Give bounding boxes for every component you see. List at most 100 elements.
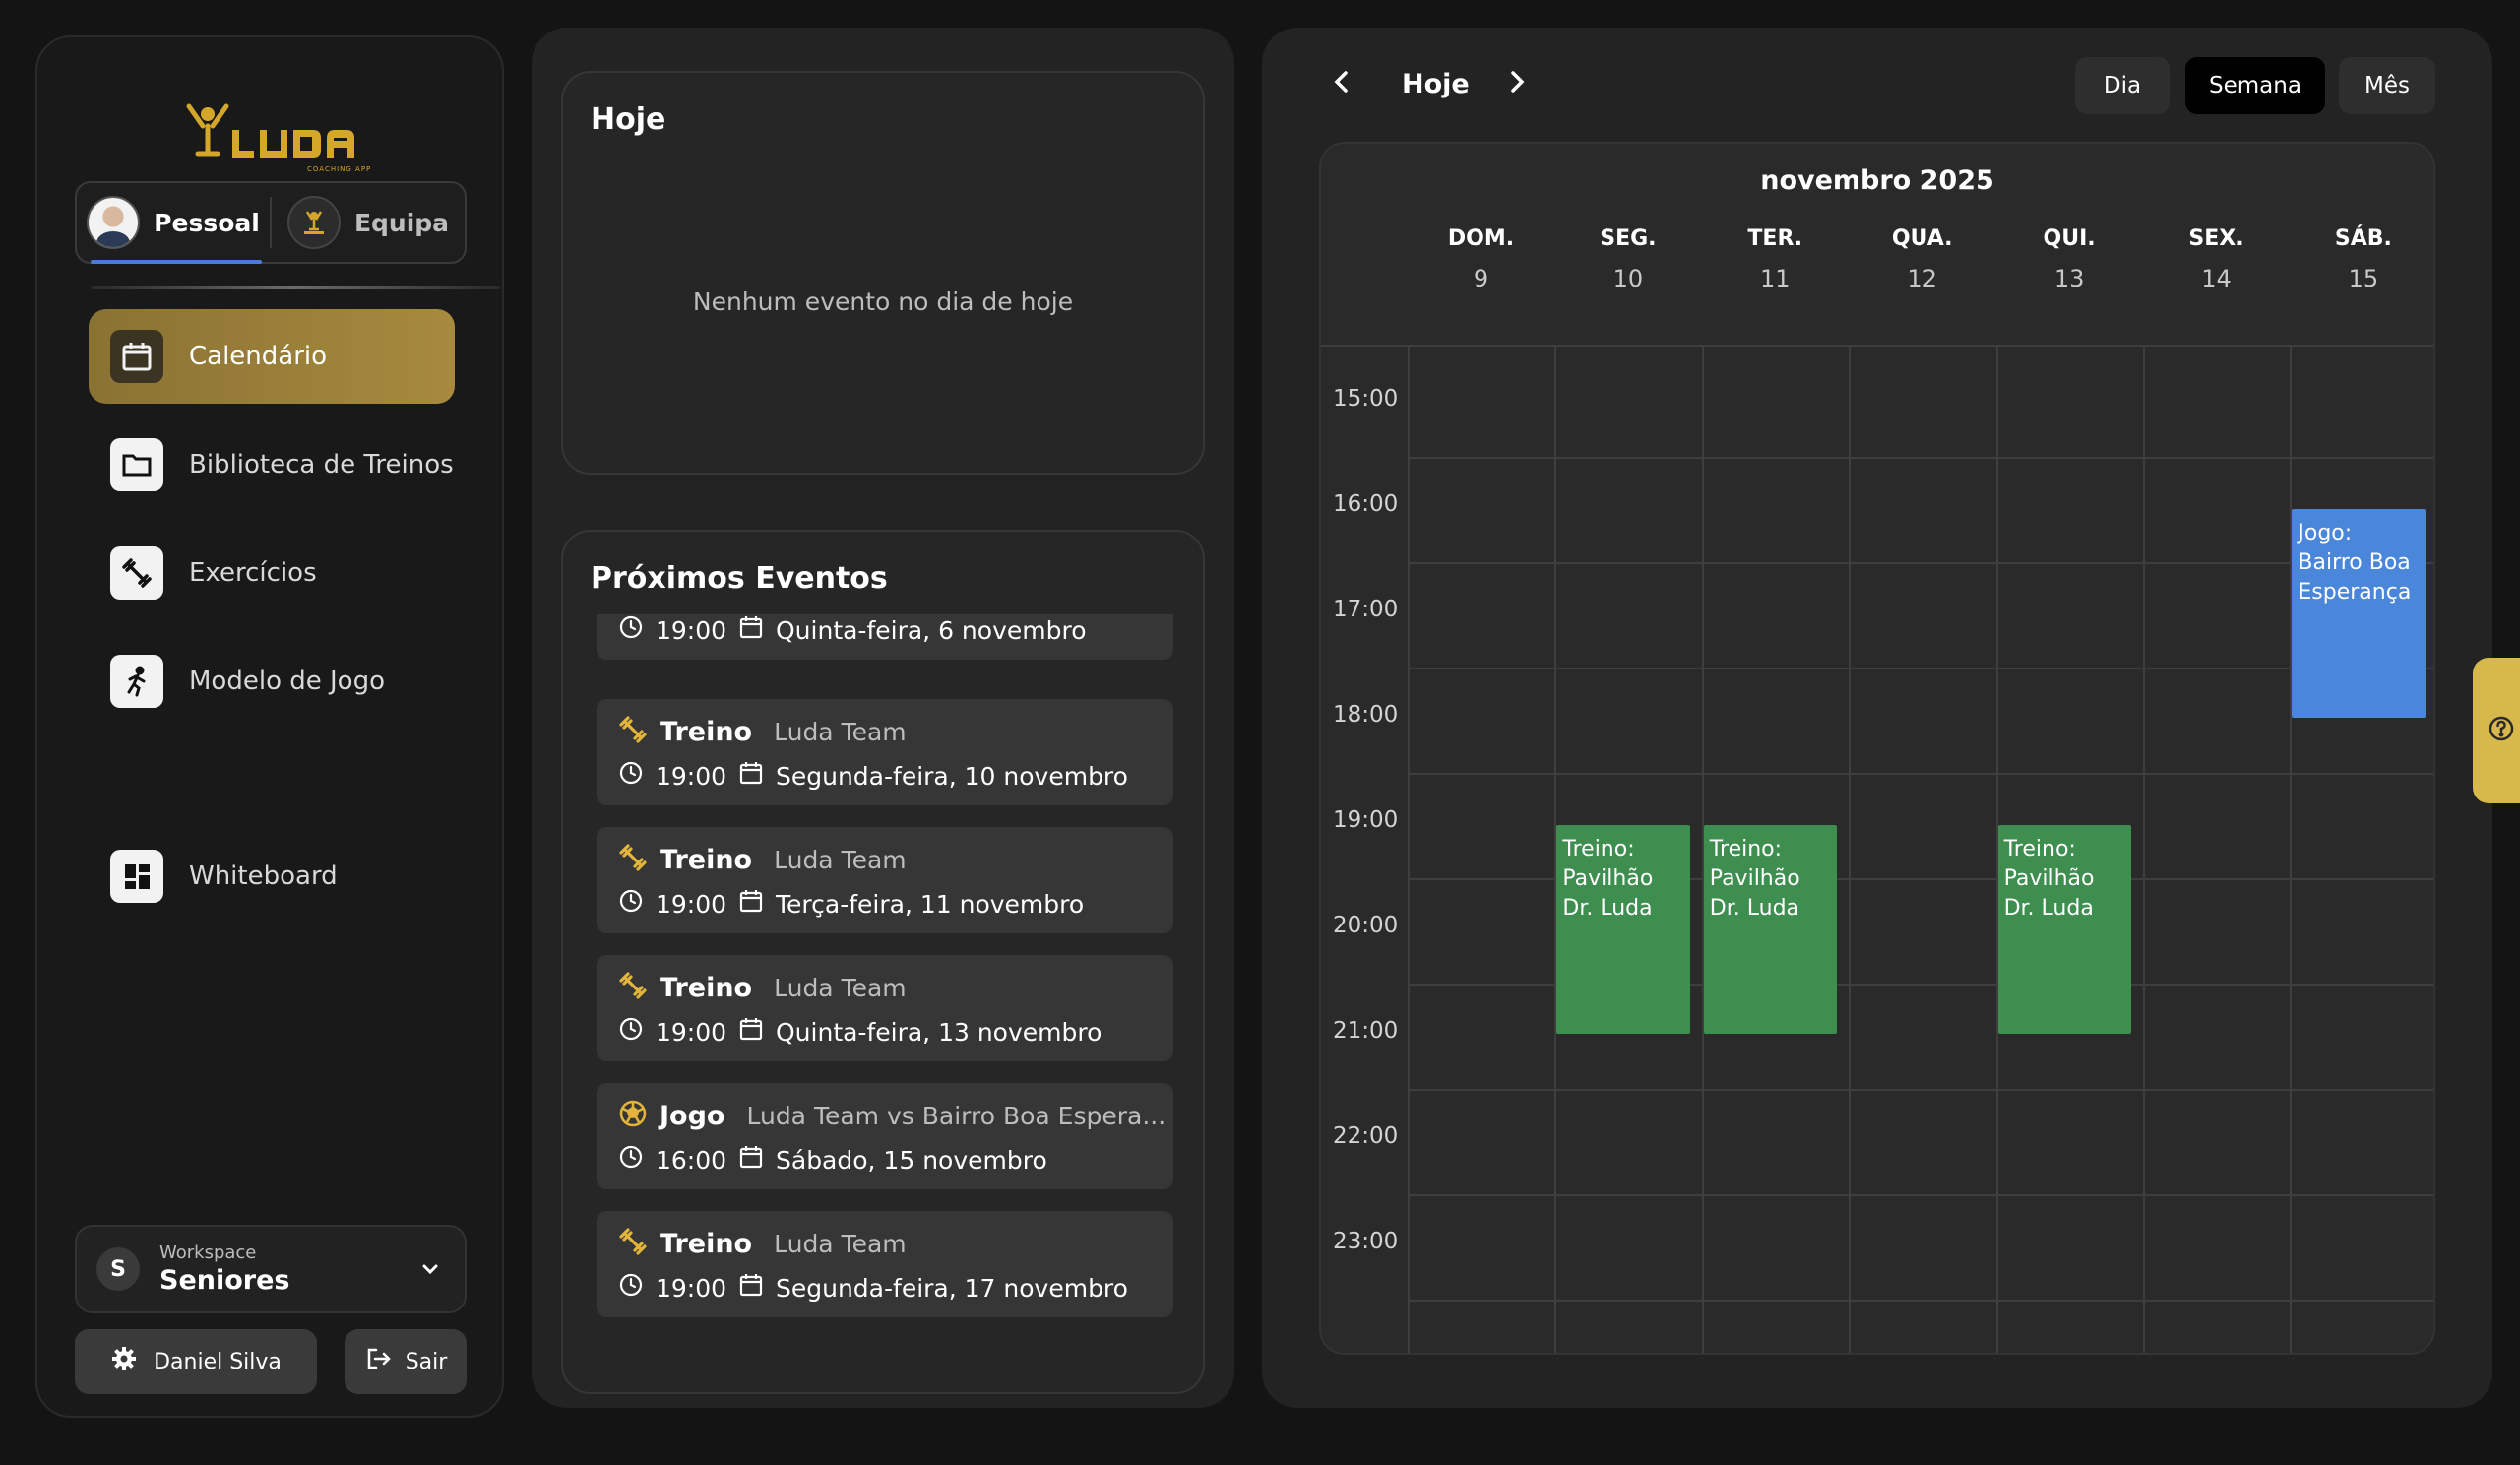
upcoming-events-list[interactable]: Treino Luda Team 19:00 Quinta-feira, 6 nove… [597, 614, 1173, 1363]
day-header[interactable]: SEX. 14 [2143, 226, 2290, 292]
calendar-icon [738, 1272, 764, 1304]
dumbbell-icon [618, 971, 648, 1004]
event-type: Jogo [660, 1100, 725, 1131]
grid-hour-line [1408, 561, 2433, 564]
upcoming-events-card: Próximos Eventos Treino Luda Team 19:00 Qui… [561, 530, 1205, 1394]
logout-button[interactable]: Sair [345, 1329, 467, 1394]
dashboard-icon [110, 850, 163, 903]
grid-hour-line [1408, 1193, 2433, 1196]
day-name: QUA. [1891, 226, 1953, 251]
clock-icon [618, 1272, 644, 1304]
next-week-button[interactable] [1502, 67, 1532, 100]
help-tab[interactable] [2473, 658, 2520, 803]
view-month-button[interactable]: Mês [2339, 57, 2435, 114]
event-header: Treino Luda Team [618, 715, 1169, 748]
view-week-button[interactable]: Semana [2185, 57, 2325, 114]
workspace-value: Seniores [159, 1265, 290, 1296]
event-date: Terça-feira, 11 novembro [776, 889, 1085, 919]
upcoming-event-item[interactable]: Treino Luda Team 19:00 Terça-feira, 11 nove… [597, 827, 1173, 933]
switcher-option-pessoal[interactable]: Pessoal [77, 183, 270, 264]
hour-label: 16:00 [1333, 491, 1399, 517]
workspace-selector[interactable]: S Workspace Seniores [75, 1225, 467, 1313]
hour-label: 17:00 [1333, 597, 1399, 622]
clock-icon [618, 614, 644, 646]
upcoming-event-item[interactable]: Treino Luda Team 19:00 Quinta-feira, 13 nov… [597, 955, 1173, 1061]
folder-icon [110, 438, 163, 491]
event-time: 19:00 [656, 1017, 727, 1047]
nav-label: Exercícios [189, 558, 317, 588]
hour-label: 19:00 [1333, 807, 1399, 833]
logout-icon [364, 1345, 392, 1378]
clock-icon [618, 760, 644, 792]
grid-top-line [1321, 345, 2433, 347]
event-type: Treino [660, 972, 753, 1003]
grid-column-line [1554, 345, 1557, 1353]
workspace-badge: S [96, 1247, 140, 1291]
hour-label: 22:00 [1333, 1123, 1399, 1149]
day-header[interactable]: DOM. 9 [1408, 226, 1554, 292]
event-team: Luda Team [774, 1229, 907, 1258]
calendar-event[interactable]: Treino: Pavilhão Dr. Luda [1556, 825, 1690, 1034]
grid-hour-line [1408, 983, 2433, 986]
svg-text:COACHING APP: COACHING APP [307, 165, 371, 173]
event-team: Luda Team vs Bairro Boa Espera... [746, 1101, 1166, 1130]
nav-item-biblioteca[interactable]: Biblioteca de Treinos [89, 417, 455, 512]
event-header: Jogo Luda Team vs Bairro Boa Espera... [618, 1099, 1169, 1132]
day-number: 13 [2053, 265, 2085, 292]
grid-hour-line [1408, 877, 2433, 880]
today-button[interactable]: Hoje [1402, 69, 1470, 99]
event-header: Treino Luda Team [618, 971, 1169, 1004]
calendar-icon [738, 1016, 764, 1048]
workspace-label: Workspace [159, 1242, 257, 1263]
soccer-ball-icon [618, 1099, 648, 1132]
upcoming-event-item[interactable]: Treino Luda Team 19:00 Segunda-feira, 10 no… [597, 699, 1173, 805]
gear-icon [110, 1345, 138, 1378]
switcher-underline [91, 286, 500, 289]
nav-item-modelo-de-jogo[interactable]: Modelo de Jogo [89, 634, 455, 729]
luda-logo[interactable]: COACHING APP [181, 93, 398, 191]
day-name: TER. [1747, 226, 1803, 251]
day-header[interactable]: QUA. 12 [1849, 226, 1995, 292]
workspace-text: Workspace Seniores [159, 1242, 289, 1296]
calendar-event[interactable]: Jogo: Bairro Boa Esperança [2292, 509, 2426, 718]
clock-icon [618, 888, 644, 920]
day-header[interactable]: SEG. 10 [1554, 226, 1701, 292]
day-number: 11 [1760, 265, 1791, 292]
switcher-label: Equipa [353, 208, 450, 237]
nav-item-whiteboard[interactable]: Whiteboard [89, 829, 455, 924]
clock-icon [618, 1144, 644, 1176]
view-day-button[interactable]: Dia [2075, 57, 2170, 114]
grid-hour-line [1408, 1088, 2433, 1091]
upcoming-event-item[interactable]: Treino Luda Team 19:00 Segunda-feira, 17 no… [597, 1211, 1173, 1317]
event-header: Treino Luda Team [618, 1227, 1169, 1260]
calendar-event[interactable]: Treino: Pavilhão Dr. Luda [1997, 825, 2131, 1034]
grid-hour-line [1408, 772, 2433, 775]
nav-label: Calendário [189, 342, 328, 371]
day-name: SEX. [2188, 226, 2244, 251]
nav-item-exercicios[interactable]: Exercícios [89, 526, 455, 620]
event-type: Treino [660, 716, 753, 747]
day-number: 10 [1612, 265, 1644, 292]
nav-item-calendario[interactable]: Calendário [89, 309, 455, 404]
calendar-event[interactable]: Treino: Pavilhão Dr. Luda [1703, 825, 1838, 1034]
dumbbell-icon [110, 546, 163, 600]
event-meta: 19:00 Quinta-feira, 13 novembro [618, 1016, 1102, 1048]
event-time: 19:00 [656, 889, 727, 919]
day-header[interactable]: SÁB. 15 [2290, 226, 2433, 292]
day-name: DOM. [1447, 226, 1515, 251]
upcoming-event-item[interactable]: Jogo Luda Team vs Bairro Boa Espera... 16:… [597, 1083, 1173, 1189]
day-header[interactable]: TER. 11 [1702, 226, 1849, 292]
month-title: novembro 2025 [1760, 165, 1994, 196]
event-team: Luda Team [774, 717, 907, 746]
user-settings-button[interactable]: Daniel Silva [75, 1329, 317, 1394]
team-logo-icon [286, 196, 341, 249]
dumbbell-icon [618, 1227, 648, 1260]
day-header[interactable]: QUI. 13 [1996, 226, 2143, 292]
switcher-option-equipa[interactable]: Equipa [272, 183, 465, 262]
calendar-icon [738, 1144, 764, 1176]
grid-hour-line [1408, 1299, 2433, 1302]
prev-week-button[interactable] [1327, 67, 1356, 100]
event-team: Luda Team [774, 845, 907, 874]
